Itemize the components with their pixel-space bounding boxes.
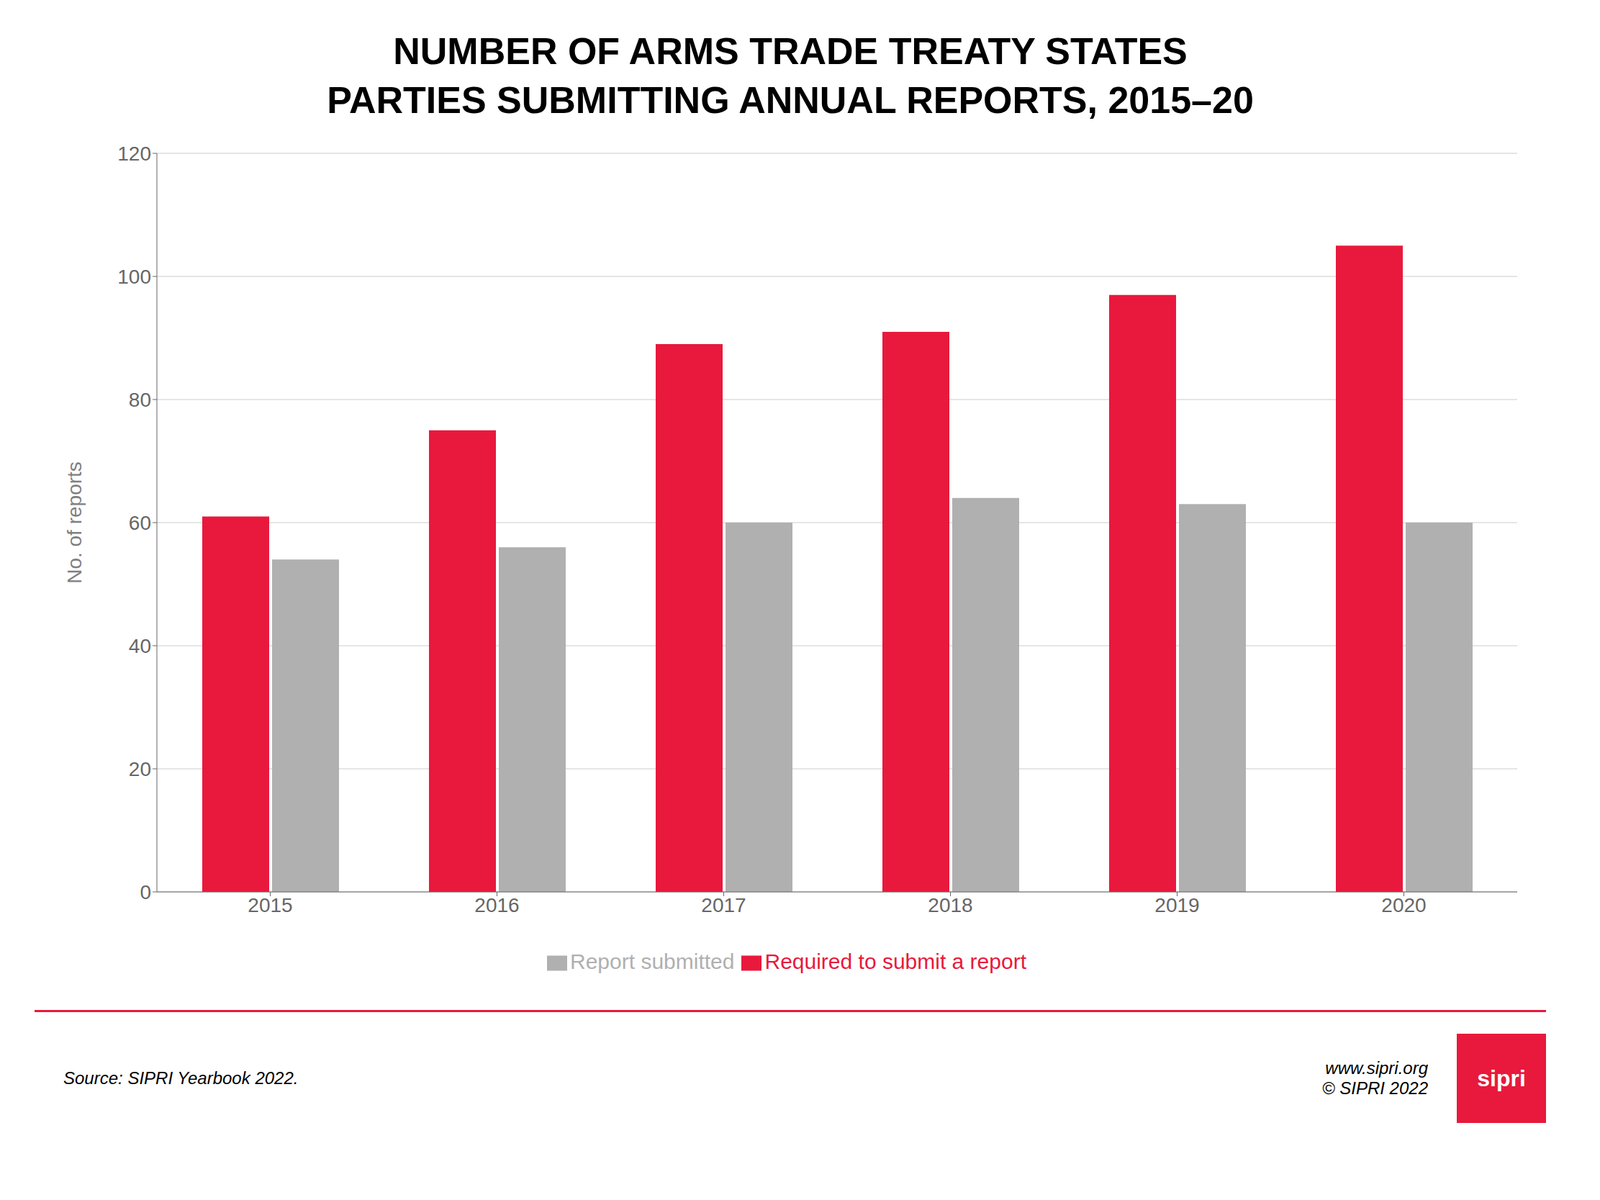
html-text:© SIPRI 2022: © SIPRI 2022 bbox=[1322, 1078, 1428, 1098]
svg-text:2016: 2016 bbox=[474, 893, 519, 917]
svg-text:2015: 2015 bbox=[247, 893, 293, 917]
html-text:NUMBER OF ARMS TRADE TREATY ST: NUMBER OF ARMS TRADE TREATY STATES bbox=[393, 30, 1188, 72]
svg-text:120: 120 bbox=[117, 142, 152, 165]
svg-text:2020: 2020 bbox=[1381, 893, 1426, 917]
html-text:Source: SIPRI Yearbook 2022.: Source: SIPRI Yearbook 2022. bbox=[63, 1068, 299, 1088]
html-text:Required to submit a report: Required to submit a report bbox=[764, 949, 1027, 974]
svg-text:100: 100 bbox=[117, 265, 152, 288]
html-text:PARTIES SUBMITTING ANNUAL REPO: PARTIES SUBMITTING ANNUAL REPORTS, 2015–… bbox=[326, 78, 1254, 121]
svg-text:40: 40 bbox=[128, 634, 152, 658]
svg-text:0: 0 bbox=[139, 880, 152, 904]
html-text:Report submitted: Report submitted bbox=[570, 949, 735, 974]
svg-text:No. of reports: No. of reports bbox=[63, 461, 86, 584]
html-text:sipri: sipri bbox=[1477, 1065, 1526, 1091]
html-text:www.sipri.org: www.sipri.org bbox=[1325, 1058, 1428, 1078]
svg-text:80: 80 bbox=[128, 388, 152, 411]
svg-text:2018: 2018 bbox=[927, 893, 973, 917]
svg-text:20: 20 bbox=[128, 757, 152, 781]
svg-text:2019: 2019 bbox=[1154, 893, 1200, 917]
svg-text:60: 60 bbox=[128, 511, 152, 535]
svg-text:2017: 2017 bbox=[701, 893, 746, 917]
